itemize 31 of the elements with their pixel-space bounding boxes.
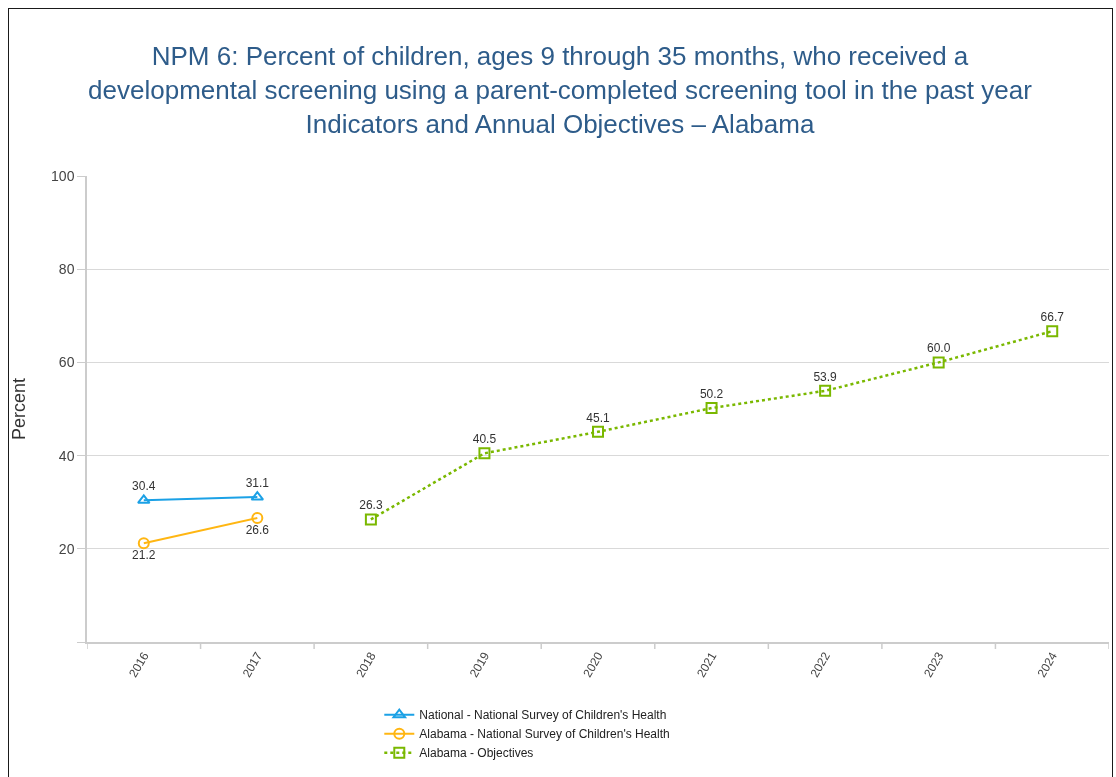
y-axis-title: Percent <box>9 377 29 441</box>
y-tick-label: 100 <box>51 167 75 184</box>
legend-label: National - National Survey of Children's Health <box>419 708 667 723</box>
point <box>705 402 718 415</box>
y-tick-label: 80 <box>58 261 75 278</box>
y-tick-label: 20 <box>58 540 75 557</box>
data-label: 60.0 <box>926 341 951 356</box>
legend-label: Alabama - National Survey of Children's Health <box>419 727 670 742</box>
point <box>932 356 945 369</box>
y-tick-label: 60 <box>58 354 75 371</box>
point <box>364 513 377 526</box>
data-label: 26.3 <box>359 498 383 513</box>
data-label: 66.7 <box>1040 309 1065 324</box>
data-label: 26.6 <box>245 523 270 538</box>
point <box>819 384 832 397</box>
data-label: 31.1 <box>245 475 270 490</box>
legend-label: Alabama - Objectives <box>419 746 534 761</box>
point <box>592 425 604 438</box>
point <box>251 512 264 525</box>
chart-subtitle: Indicators and Annual Objectives – Alabama <box>305 108 815 139</box>
data-label: 30.4 <box>132 479 156 494</box>
data-label: 45.1 <box>586 410 610 425</box>
chart-title: NPM 6: Percent of children, ages 9 through 35 months, who received a developmental screening using a parent-completed screening tool in the past year <box>88 41 1033 106</box>
data-label: 50.2 <box>699 386 724 401</box>
data-label: 40.5 <box>472 432 497 447</box>
point <box>137 537 150 550</box>
point <box>1046 325 1059 338</box>
data-label: 21.2 <box>132 548 156 563</box>
data-label: 53.9 <box>813 369 838 384</box>
y-tick-label: 40 <box>58 447 75 464</box>
point <box>478 447 491 460</box>
